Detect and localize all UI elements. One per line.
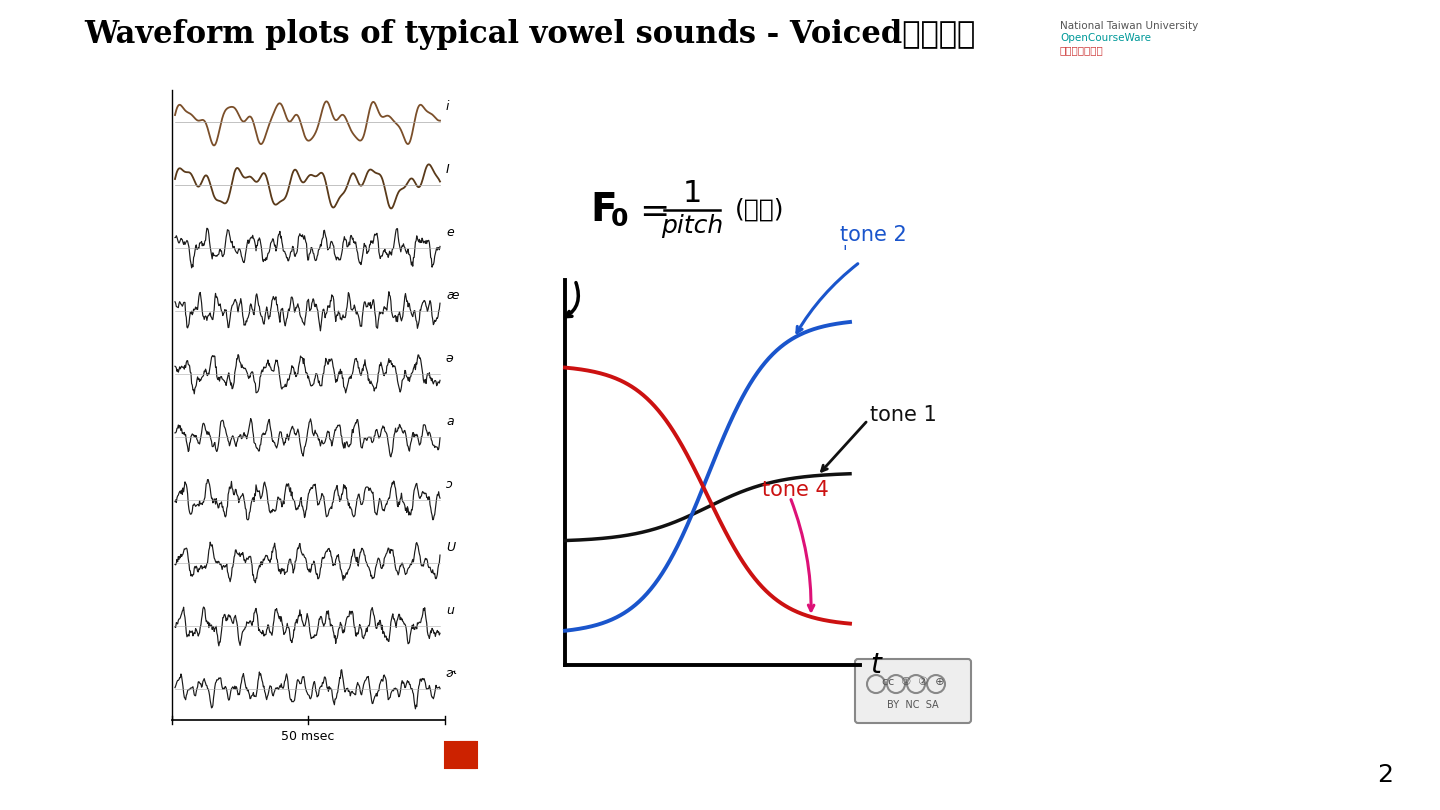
Text: $\mathbf{0}$: $\mathbf{0}$ xyxy=(611,207,628,231)
Text: pitch: pitch xyxy=(661,214,723,238)
Text: Waveform plots of typical vowel sounds - Voiced（濁音）: Waveform plots of typical vowel sounds -… xyxy=(85,19,976,50)
Text: tone 2: tone 2 xyxy=(840,225,907,245)
Text: I: I xyxy=(446,163,449,176)
Text: 臺大開放式課程: 臺大開放式課程 xyxy=(1060,45,1103,55)
Text: tone 4: tone 4 xyxy=(762,480,829,500)
Text: ɔ: ɔ xyxy=(446,478,452,491)
Text: ə: ə xyxy=(446,352,454,365)
Text: i: i xyxy=(446,100,449,113)
Text: National Taiwan University: National Taiwan University xyxy=(1060,21,1198,31)
Text: a: a xyxy=(446,415,454,428)
Text: ɚ: ɚ xyxy=(446,667,456,680)
Text: 2: 2 xyxy=(1377,763,1392,787)
Text: $\mathbf{F}$: $\mathbf{F}$ xyxy=(590,191,615,229)
Text: t: t xyxy=(870,651,881,679)
Text: tone 1: tone 1 xyxy=(870,405,937,425)
Text: (音高): (音高) xyxy=(734,198,785,222)
Text: cc  ①  ②  ⊕: cc ① ② ⊕ xyxy=(881,677,945,688)
Text: u: u xyxy=(446,604,454,617)
Text: ': ' xyxy=(842,244,847,262)
Text: 1: 1 xyxy=(683,180,701,208)
Text: BY  NC  SA: BY NC SA xyxy=(887,701,939,710)
Text: æ: æ xyxy=(446,289,458,302)
Text: OpenCourseWare: OpenCourseWare xyxy=(1060,33,1151,43)
FancyBboxPatch shape xyxy=(855,659,971,723)
Text: e: e xyxy=(446,226,454,239)
FancyBboxPatch shape xyxy=(461,742,477,768)
Text: U: U xyxy=(446,541,455,554)
FancyBboxPatch shape xyxy=(445,742,475,768)
Text: 50 msec: 50 msec xyxy=(281,730,334,743)
Text: $=$: $=$ xyxy=(632,193,668,227)
